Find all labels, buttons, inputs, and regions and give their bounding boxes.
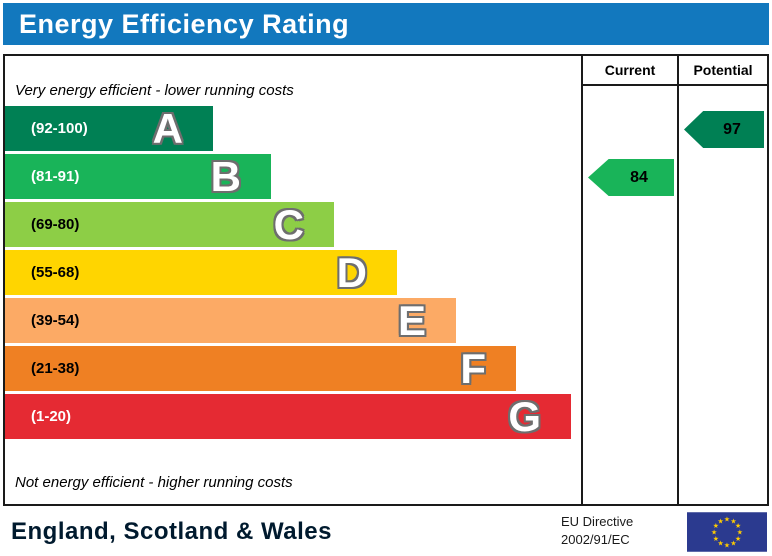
- band-bar: (21-38) F: [5, 346, 516, 391]
- band-row-b: (81-91) B: [5, 154, 581, 202]
- page-title: Energy Efficiency Rating: [19, 8, 350, 39]
- bands: (92-100) A (81-91) B (69-80) C: [5, 106, 581, 442]
- current-arrow: 84: [588, 159, 674, 196]
- svg-text:★: ★: [711, 528, 717, 536]
- band-bar: (39-54) E: [5, 298, 456, 343]
- band-range: (92-100): [31, 120, 88, 137]
- svg-text:★: ★: [724, 516, 730, 524]
- band-range: (81-91): [31, 168, 80, 185]
- band-range: (21-38): [31, 360, 80, 377]
- svg-text:★: ★: [713, 535, 719, 543]
- band-range: (1-20): [31, 408, 72, 425]
- band-bar: (92-100) A: [5, 106, 213, 151]
- band-area: Very energy efficient - lower running co…: [5, 56, 581, 504]
- potential-column-header: Potential: [679, 56, 767, 86]
- band-letter: B: [210, 152, 241, 200]
- potential-arrow: 97: [684, 111, 764, 148]
- potential-column: Potential 97: [677, 56, 767, 504]
- band-letter: A: [152, 104, 183, 152]
- band-letter: F: [460, 344, 486, 392]
- band-bar: (1-20) G: [5, 394, 571, 439]
- svg-text:★: ★: [717, 540, 723, 548]
- potential-value: 97: [723, 120, 741, 138]
- title-bar: Energy Efficiency Rating: [3, 3, 769, 45]
- band-row-f: (21-38) F: [5, 346, 581, 394]
- band-range: (55-68): [31, 264, 80, 281]
- svg-text:★: ★: [737, 528, 743, 536]
- band-row-g: (1-20) G: [5, 394, 581, 442]
- eu-directive-line2: 2002/91/EC: [561, 532, 630, 547]
- band-bar: (55-68) D: [5, 250, 397, 295]
- band-row-a: (92-100) A: [5, 106, 581, 154]
- region-label: England, Scotland & Wales: [11, 518, 332, 545]
- current-column-header: Current: [583, 56, 677, 86]
- band-row-c: (69-80) C: [5, 202, 581, 250]
- top-note: Very energy efficient - lower running co…: [15, 82, 294, 99]
- svg-text:★: ★: [735, 522, 741, 530]
- svg-text:★: ★: [724, 541, 730, 549]
- bottom-note: Not energy efficient - higher running co…: [15, 474, 293, 491]
- band-letter: E: [397, 296, 426, 344]
- current-value: 84: [630, 168, 648, 186]
- eu-flag-icon: ★ ★ ★ ★ ★ ★ ★ ★ ★ ★ ★ ★: [687, 512, 767, 552]
- svg-text:★: ★: [713, 522, 719, 530]
- chart-box: Very energy efficient - lower running co…: [3, 54, 769, 506]
- band-range: (39-54): [31, 312, 80, 329]
- footer: England, Scotland & Wales EU Directive 2…: [3, 510, 769, 554]
- svg-text:★: ★: [735, 535, 741, 543]
- svg-text:★: ★: [717, 517, 723, 525]
- band-range: (69-80): [31, 216, 80, 233]
- band-letter: G: [508, 392, 541, 440]
- current-column: Current 84: [581, 56, 677, 504]
- eu-directive-line1: EU Directive: [561, 514, 634, 529]
- band-letter: C: [273, 200, 304, 248]
- svg-text:★: ★: [730, 540, 736, 548]
- band-row-e: (39-54) E: [5, 298, 581, 346]
- band-letter: D: [336, 248, 367, 296]
- band-bar: (69-80) C: [5, 202, 334, 247]
- eu-directive-label: EU Directive 2002/91/EC: [561, 513, 633, 549]
- svg-text:★: ★: [730, 517, 736, 525]
- band-row-d: (55-68) D: [5, 250, 581, 298]
- band-bar: (81-91) B: [5, 154, 271, 199]
